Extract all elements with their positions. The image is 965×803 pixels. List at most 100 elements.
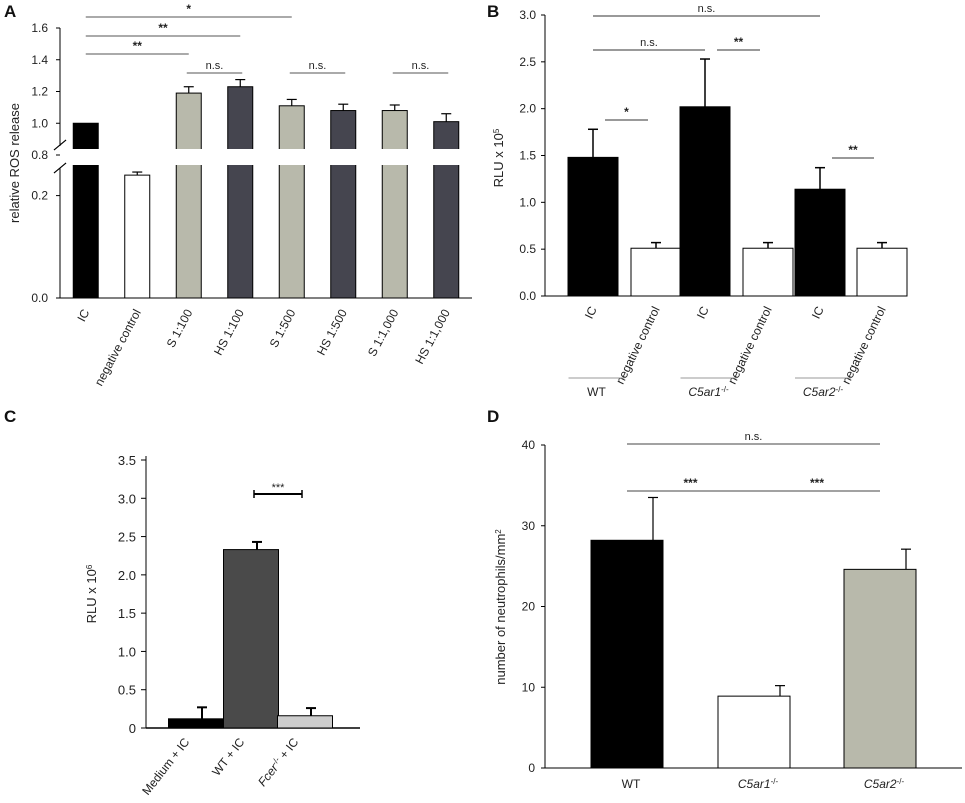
significance-label-3: *: [624, 105, 629, 119]
y-axis-title: relative ROS release: [7, 103, 22, 223]
y-tick-label-2: 1.0: [519, 195, 536, 209]
x-tick-label-1: WT + IC: [209, 735, 247, 779]
y-axis-title: RLU x 106: [84, 564, 99, 623]
significance-label-4: n.s.: [309, 60, 327, 72]
bar-0: [168, 718, 224, 729]
y-tick-label-5: 2.5: [519, 55, 536, 69]
significance-label-2: **: [734, 35, 744, 49]
significance-label-0: n.s.: [745, 431, 763, 443]
y-tick-label-0: 0.0: [519, 289, 536, 303]
y-tick-label-1: 0.2: [31, 189, 48, 203]
panel-b: 0.0 0.5 1.0 1.5 2.0 2.5 3.0 RLU x 105 IC negative…: [491, 3, 908, 400]
y-tick-label-2: 0.8: [31, 148, 48, 162]
significance-label-1: ***: [683, 476, 697, 490]
y-tick-label-0: 0: [528, 761, 535, 775]
y-tick-label-2: 20: [522, 600, 536, 614]
y-tick-label-4: 1.2: [31, 85, 48, 99]
significance-label-3: n.s.: [206, 60, 224, 72]
x-tick-label-4: IC: [809, 304, 827, 321]
significance-label-0: ***: [272, 482, 286, 494]
significance-label-1: n.s.: [640, 37, 658, 49]
x-tick-label-4: S 1:500: [267, 307, 299, 350]
bar-3: [227, 86, 254, 299]
x-tick-label-5: negative control: [839, 304, 889, 386]
significance-label-4: **: [848, 143, 858, 157]
y-tick-label-1: 10: [522, 680, 536, 694]
y-tick-label-5: 2.5: [118, 530, 136, 545]
significance-label-1: **: [158, 21, 168, 35]
bar-4: [278, 105, 305, 299]
x-tick-label-2: IC: [694, 304, 712, 321]
x-tick-label-2: C5ar2-/-: [864, 777, 905, 792]
x-tick-label-1: C5ar1-/-: [738, 777, 779, 792]
y-axis-title: number of neutrophils/mm2: [493, 529, 508, 685]
bar-0: [590, 539, 664, 769]
significance-label-2: ***: [810, 476, 824, 490]
y-tick-label-6: 3.0: [519, 8, 536, 22]
significance-label-5: n.s.: [412, 60, 430, 72]
significance-label-0: n.s.: [698, 3, 716, 15]
y-axis-title: RLU x 105: [491, 128, 506, 187]
panel-letter-c: C: [4, 407, 16, 426]
group-label-0: WT: [587, 385, 606, 399]
panel-letter-a: A: [4, 2, 16, 21]
x-tick-label-1: negative control: [92, 307, 144, 388]
x-tick-label-7: HS 1:1,000: [412, 307, 453, 367]
bar-1: [223, 549, 279, 729]
panel-c: 0 0.5 1.0 1.5 2.0 2.5 3.0 3.5 RLU x 106 Medium + …: [84, 453, 360, 798]
bar-2: [175, 92, 202, 299]
y-tick-label-6: 3.0: [118, 491, 136, 506]
bar-2: [277, 715, 333, 729]
y-tick-label-0: 0.0: [31, 291, 48, 305]
bar-1: [717, 695, 791, 769]
y-tick-label-7: 3.5: [118, 453, 136, 468]
axis-break-slash-1: [53, 139, 67, 151]
bar-1: [630, 247, 682, 297]
y-tick-label-3: 1.5: [519, 149, 536, 163]
x-tick-label-1: negative control: [613, 304, 663, 386]
y-tick-label-4: 40: [522, 438, 536, 452]
bar-0: [567, 156, 619, 297]
bar-5: [856, 247, 908, 297]
bar-5: [330, 110, 357, 299]
panel-letter-d: D: [487, 407, 499, 426]
y-tick-label-1: 0.5: [519, 242, 536, 256]
panel-d: 0 10 20 30 40 number of neutrophils/mm2 WT C5ar…: [493, 431, 962, 791]
bar-3: [742, 247, 794, 297]
group-label-1: C5ar1-/-: [688, 385, 729, 400]
y-tick-label-5: 1.4: [31, 53, 48, 67]
y-tick-label-1: 0.5: [118, 683, 136, 698]
significance-label-0: *: [186, 2, 191, 16]
y-tick-label-6: 1.6: [31, 21, 48, 35]
panel-a: 0.0 0.2 0.8 1.0 1.2 1.4 1.6 relative ROS releas…: [7, 2, 480, 388]
x-tick-label-3: negative control: [725, 304, 775, 386]
x-tick-label-6: S 1:1,000: [365, 307, 402, 359]
y-tick-label-3: 30: [522, 519, 536, 533]
group-label-2: C5ar2-/-: [803, 385, 844, 400]
bar-2: [679, 106, 731, 297]
x-tick-label-5: HS 1:500: [314, 307, 350, 358]
significance-label-2: **: [133, 39, 143, 53]
bar-7: [433, 121, 460, 299]
y-tick-label-2: 1.0: [118, 644, 136, 659]
y-tick-label-3: 1.5: [118, 606, 136, 621]
x-tick-label-2: S 1:100: [164, 307, 196, 350]
axis-break-gap: [68, 149, 480, 165]
x-tick-label-3: HS 1:100: [211, 307, 247, 358]
y-tick-label-4: 2.0: [118, 568, 136, 583]
x-tick-label-0: IC: [74, 307, 92, 324]
bar-4: [794, 188, 846, 297]
axis-break-slash-2: [53, 162, 67, 174]
bar-1: [124, 174, 151, 299]
panel-letter-b: B: [487, 2, 499, 21]
x-tick-label-0: IC: [582, 304, 600, 321]
x-tick-label-0: Medium + IC: [139, 735, 192, 798]
bar-2: [843, 568, 917, 769]
x-tick-label-2: Fcer-/- + IC: [255, 735, 302, 789]
y-tick-label-4: 2.0: [519, 102, 536, 116]
x-tick-label-0: WT: [622, 777, 641, 791]
y-tick-label-3: 1.0: [31, 116, 48, 130]
y-tick-label-0: 0: [129, 721, 136, 736]
bar-6: [381, 110, 408, 299]
